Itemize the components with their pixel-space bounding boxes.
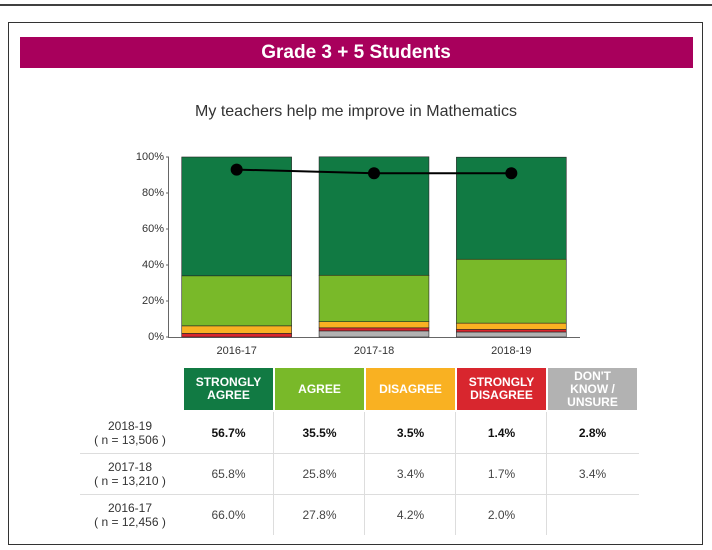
cell-divider	[455, 494, 456, 535]
bar-segment	[456, 322, 567, 330]
bar-segment	[456, 329, 567, 333]
header: Grade 3 + 5 Students	[261, 42, 451, 63]
table-cell: 4.2%	[396, 507, 425, 522]
table-cell: 1.4%	[487, 425, 516, 440]
bar-segment	[318, 321, 430, 329]
x-tick-label: 2017-18	[354, 345, 394, 357]
table-cell: 66.0%	[211, 507, 246, 522]
y-tick-label: 0%	[148, 331, 164, 343]
bar-segment	[181, 275, 292, 327]
cell-divider	[546, 412, 547, 453]
table-cell: 65.8%	[211, 466, 246, 481]
x-tick-label: 2018-19	[491, 345, 531, 357]
row-year: 2017-18	[107, 459, 153, 474]
bar-segment	[456, 258, 567, 324]
y-tick-label: 100%	[136, 151, 164, 163]
bar-segment	[318, 327, 430, 332]
cell-divider	[455, 453, 456, 494]
legend-header: STRONGLY AGREE	[184, 368, 273, 410]
row-label: 2018-19( n = 13,506 )	[80, 412, 180, 453]
row-label: 2017-18( n = 13,210 )	[80, 453, 180, 494]
table-cell: 1.7%	[487, 466, 516, 481]
table-cell: 56.7%	[211, 425, 246, 440]
trend-dot	[505, 167, 518, 180]
bar-segment	[318, 274, 430, 323]
row-divider	[80, 494, 639, 495]
cell-divider	[546, 494, 547, 535]
row-n: ( n = 12,456 )	[94, 514, 166, 529]
bar-segment	[181, 325, 292, 334]
row-year: 2016-17	[107, 500, 153, 515]
trend-dot	[368, 167, 380, 180]
row-divider	[80, 453, 639, 454]
bar-segment	[181, 333, 292, 338]
frame	[8, 22, 703, 545]
legend-header: DISAGREE	[366, 368, 455, 410]
row-n: ( n = 13,506 )	[94, 432, 166, 447]
cell-divider	[364, 412, 365, 453]
legend-header: DON'T KNOW / UNSURE	[548, 368, 637, 410]
header-banner	[20, 37, 693, 68]
row-n: ( n = 13,210 )	[94, 473, 166, 488]
legend-header: AGREE	[275, 368, 364, 410]
row-year: 2018-19	[107, 418, 153, 433]
table-cell: 35.5%	[302, 425, 337, 440]
cell-divider	[273, 494, 274, 535]
y-tick-label: 60%	[142, 223, 164, 235]
x-tick-label: 2016-17	[216, 345, 256, 357]
y-tick-label: 40%	[142, 259, 164, 271]
cell-divider	[546, 453, 547, 494]
table-cell: 25.8%	[302, 466, 337, 481]
cell-divider	[273, 453, 274, 494]
y-tick-label: 20%	[142, 295, 164, 307]
table-cell	[548, 494, 637, 535]
bar-segment	[318, 330, 430, 338]
bar-segment	[456, 331, 567, 338]
row-label: 2016-17( n = 12,456 )	[80, 494, 180, 535]
trend-dot	[230, 163, 243, 176]
table-cell: 3.4%	[578, 466, 607, 481]
table-cell: 2.8%	[578, 425, 607, 440]
table-cell: 3.5%	[396, 425, 425, 440]
table-cell: 3.4%	[396, 466, 425, 481]
cell-divider	[273, 412, 274, 453]
table-cell: 27.8%	[302, 507, 337, 522]
chart-title: My teachers help me improve in Mathemati…	[195, 103, 517, 120]
cell-divider	[455, 412, 456, 453]
cell-divider	[364, 494, 365, 535]
legend-header: STRONGLY DISAGREE	[457, 368, 546, 410]
table-cell: 2.0%	[487, 507, 516, 522]
y-tick-label: 80%	[142, 187, 164, 199]
cell-divider	[364, 453, 365, 494]
bar-segment	[181, 156, 292, 277]
